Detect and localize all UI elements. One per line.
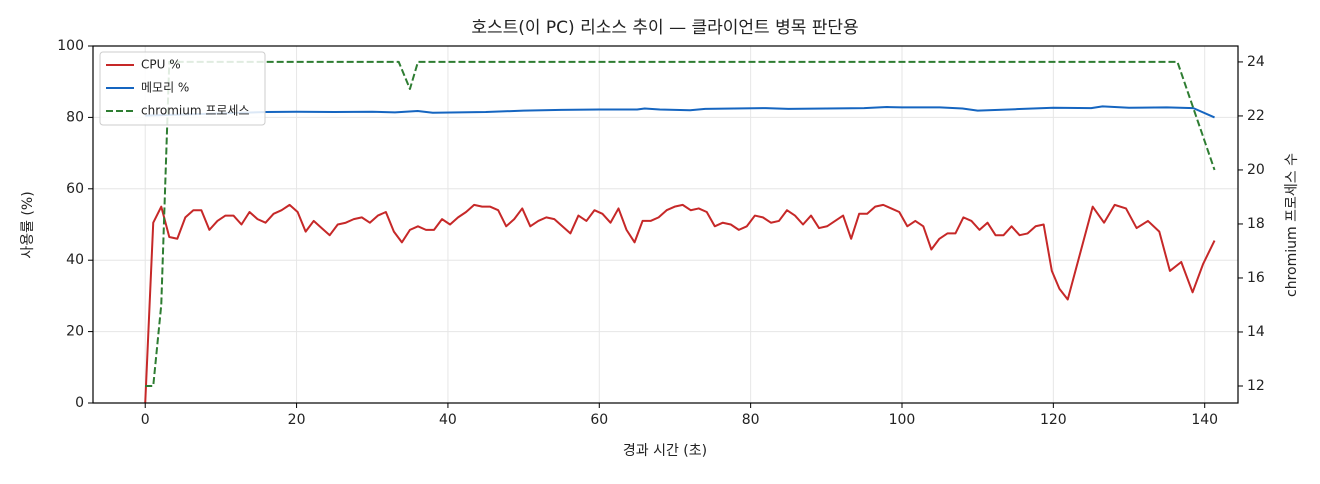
y-tick-label: 20 — [66, 324, 84, 340]
x-tick-label: 140 — [1191, 412, 1218, 428]
chart-title: 호스트(이 PC) 리소스 추이 — 클라이언트 병목 판단용 — [471, 18, 858, 38]
x-tick-label: 120 — [1040, 412, 1067, 428]
x-tick-label: 100 — [889, 412, 916, 428]
series-line — [145, 60, 1216, 387]
y-tick-label: 40 — [66, 252, 84, 268]
x-tick-label: 40 — [439, 412, 457, 428]
x-tick-label: 60 — [590, 412, 608, 428]
y-tick-label: 100 — [57, 38, 84, 54]
x-tick-label: 0 — [141, 412, 150, 428]
legend-box — [99, 51, 266, 126]
y2-tick-label: 14 — [1247, 324, 1265, 340]
y-tick-label: 60 — [66, 181, 84, 197]
y2-axis-label: chromium 프로세스 수 — [1284, 153, 1300, 297]
x-tick-label: 80 — [742, 412, 760, 428]
y-tick-label: 80 — [66, 109, 84, 125]
y-axis-label: 사용률 (%) — [20, 191, 36, 258]
legend-label: 메모리 % — [141, 81, 189, 95]
x-tick-label: 20 — [288, 412, 306, 428]
series-line — [144, 203, 1216, 404]
y2-tick-label: 20 — [1247, 162, 1265, 178]
y2-tick-label: 18 — [1247, 216, 1265, 232]
legend-label: CPU % — [141, 58, 181, 72]
plot-frame — [92, 45, 1239, 404]
y2-tick-label: 22 — [1247, 108, 1265, 124]
y-tick-label: 0 — [75, 395, 84, 411]
series-line — [145, 105, 1215, 119]
legend-label: chromium 프로세스 — [141, 104, 250, 118]
x-axis-label: 경과 시간 (초) — [623, 443, 707, 459]
y2-tick-label: 12 — [1247, 378, 1265, 394]
y2-tick-label: 16 — [1247, 270, 1265, 286]
y2-tick-label: 24 — [1247, 54, 1265, 70]
